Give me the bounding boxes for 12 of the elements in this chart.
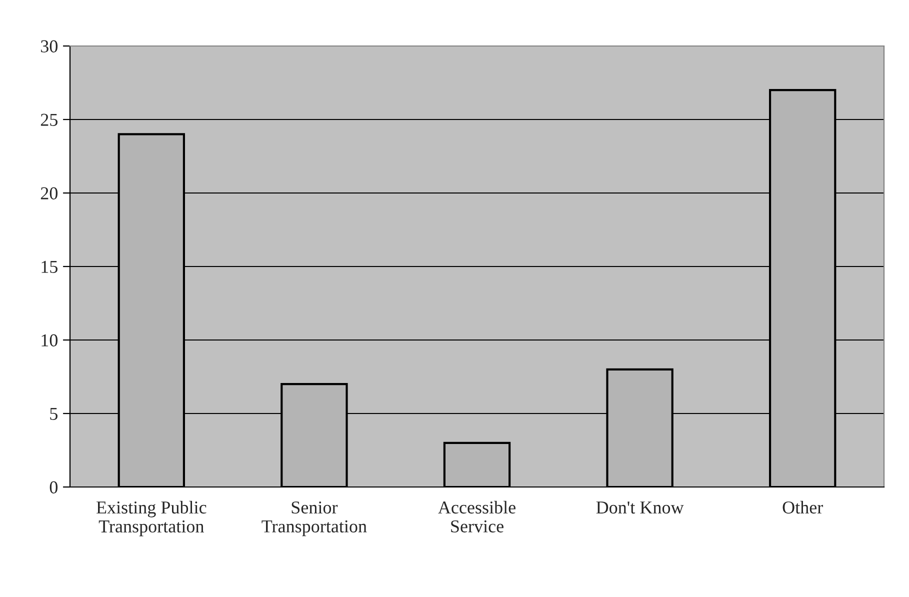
x-tick-label: Other — [782, 500, 823, 514]
x-tick-label: Senior Transportation — [262, 501, 367, 536]
y-tick-label: 0 — [50, 481, 58, 494]
x-tick-label: Don't Know — [596, 502, 684, 514]
y-tick-label: 30 — [41, 40, 58, 52]
y-tick-label: 10 — [42, 334, 58, 346]
y-tick-label: 25 — [40, 114, 58, 126]
y-tick-label: 15 — [42, 260, 58, 273]
x-tick-label: Accessible Service — [438, 500, 516, 532]
y-tick-label: 20 — [40, 187, 58, 200]
y-tick-label: 5 — [50, 408, 58, 420]
x-tick-label: Existing Public Transportation — [96, 500, 206, 536]
